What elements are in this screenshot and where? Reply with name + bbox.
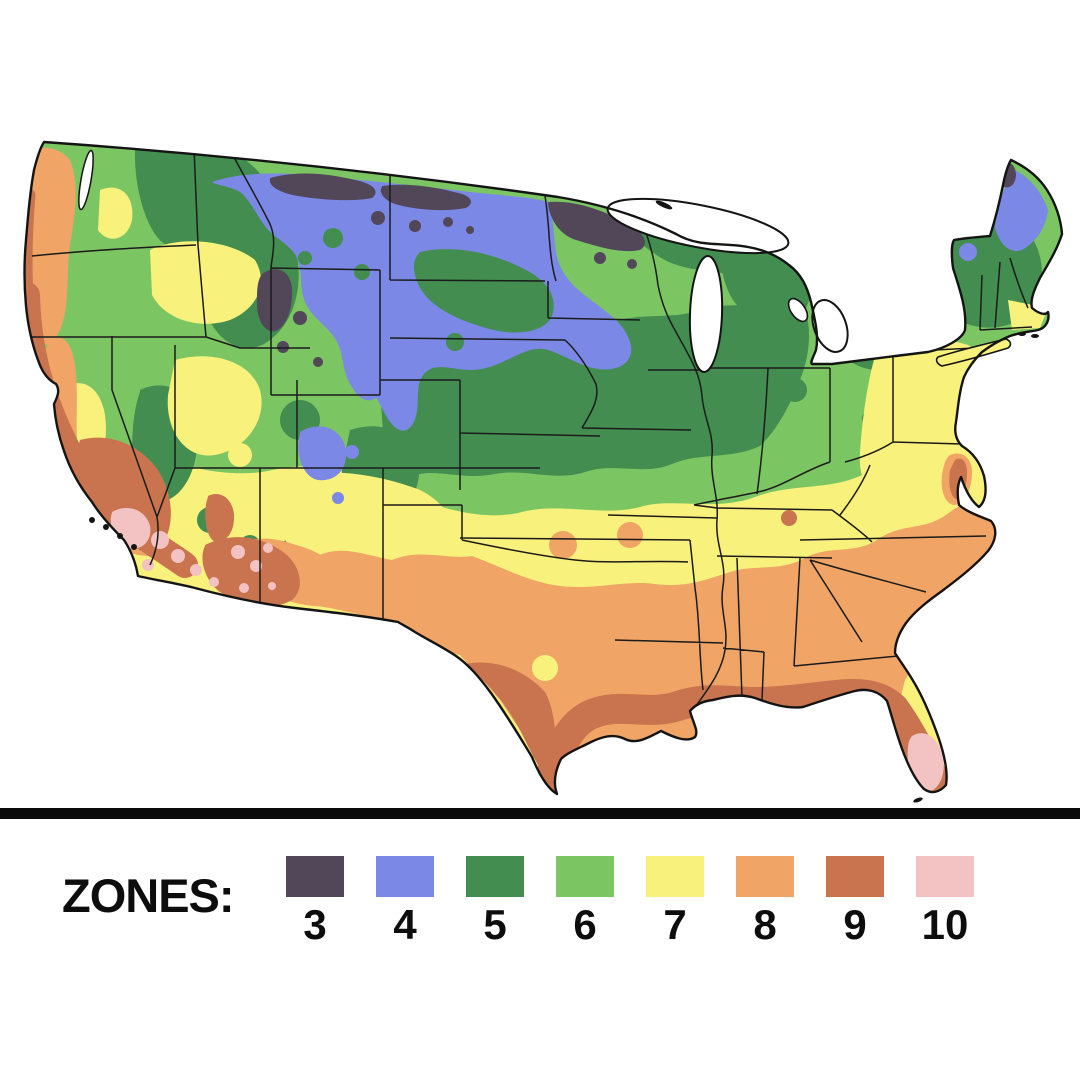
legend-item-zone-4: 4 <box>376 856 434 946</box>
channel-island <box>131 544 137 550</box>
zone-8-swatch <box>736 856 794 897</box>
legend-item-zone-8: 8 <box>736 856 794 946</box>
zone-7-number: 7 <box>663 901 687 948</box>
zone-10-swatch <box>916 856 974 897</box>
zone-7-swatch <box>646 856 704 897</box>
divider-bar <box>0 808 1080 819</box>
cape-cod-island <box>1031 334 1039 338</box>
lake-michigan <box>688 255 724 373</box>
zone-9-number: 9 <box>843 901 867 948</box>
zone-6-swatch <box>556 856 614 897</box>
zone-4-number: 4 <box>393 901 417 948</box>
legend-item-zone-5: 5 <box>466 856 524 946</box>
legend: ZONES: 3 4 5 6 7 8 9 <box>0 840 1080 960</box>
zone-5-swatch <box>466 856 524 897</box>
legend-item-zone-6: 6 <box>556 856 614 946</box>
isle-royale <box>655 200 673 210</box>
state-borders <box>27 147 1033 713</box>
us-hardiness-map <box>23 140 1064 803</box>
florida-key <box>913 797 923 803</box>
legend-item-zone-7: 7 <box>646 856 704 946</box>
legend-item-zone-3: 3 <box>286 856 344 946</box>
zone-10-number: 10 <box>921 901 969 948</box>
legend-item-zone-10: 10 <box>916 856 974 946</box>
puget-sound <box>78 149 94 211</box>
us-outline <box>23 140 1064 796</box>
zone-3-swatch <box>286 856 344 897</box>
channel-island <box>103 524 109 530</box>
legend-items: 3 4 5 6 7 8 9 10 <box>286 856 974 946</box>
zone-8-number: 8 <box>753 901 777 948</box>
zone-5-number: 5 <box>483 901 507 948</box>
zone-6-number: 6 <box>573 901 597 948</box>
zone-9-swatch <box>826 856 884 897</box>
great-lakes <box>78 149 849 373</box>
us-map-svg <box>23 140 1064 803</box>
channel-island <box>89 517 95 523</box>
zone-5-on-blue <box>298 228 554 351</box>
legend-item-zone-9: 9 <box>826 856 884 946</box>
zone-3-number: 3 <box>303 901 327 948</box>
zone-4-swatch <box>376 856 434 897</box>
saginaw-bay <box>787 297 809 323</box>
zone-7-west-texas-pocket <box>532 655 558 681</box>
islands <box>89 200 1039 803</box>
legend-title: ZONES: <box>62 869 235 922</box>
lake-huron <box>811 299 849 353</box>
zone-3-region <box>256 162 1016 367</box>
